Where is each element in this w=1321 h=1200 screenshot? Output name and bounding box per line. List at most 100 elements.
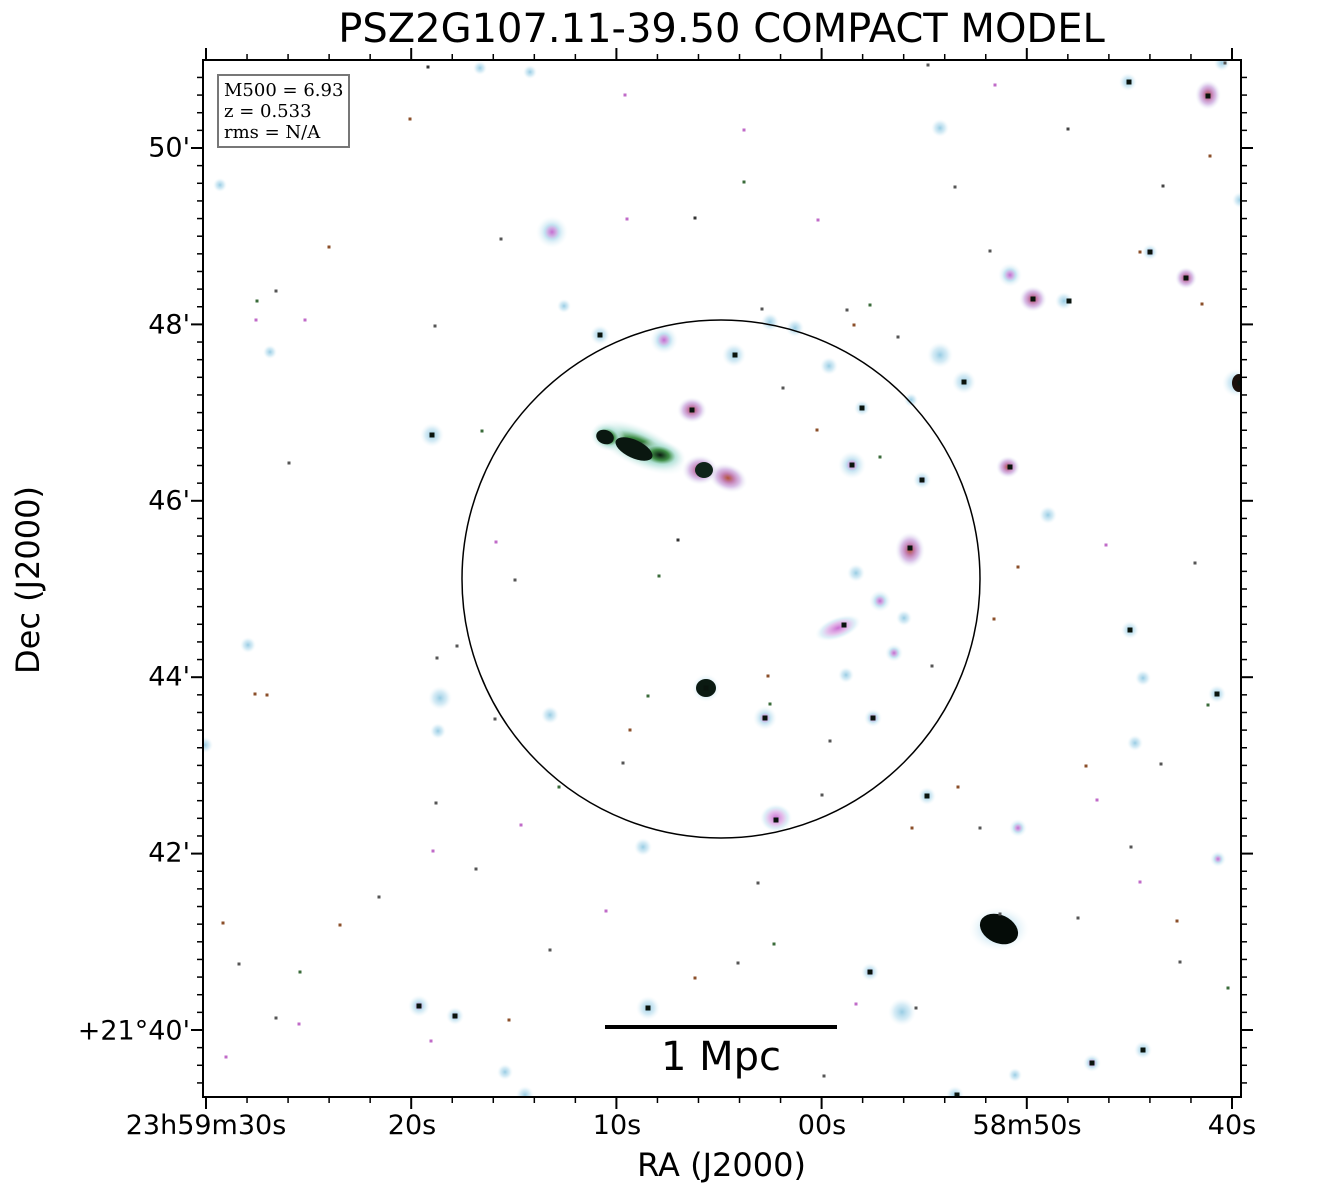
source-pixel [426, 65, 430, 69]
source-pixel [1193, 561, 1197, 565]
source-pixel [625, 217, 629, 221]
source-pixel [742, 128, 746, 132]
y-tick-label: 48' [148, 309, 190, 341]
source-pixel [852, 323, 856, 327]
source-pixel [604, 909, 608, 913]
source-pixel [1206, 703, 1210, 707]
source-pixel [859, 405, 865, 411]
source-blob [263, 345, 277, 359]
source-blob [542, 222, 562, 242]
source-pixel [693, 216, 697, 220]
source-pixel [978, 826, 982, 830]
source-pixel [253, 692, 257, 696]
y-tick-label: 50' [148, 132, 190, 164]
y-tick-label: 44' [148, 661, 190, 693]
source-pixel [1126, 79, 1132, 85]
source-pixel [1076, 916, 1080, 920]
source-pixel [499, 237, 503, 241]
source-blob [1232, 374, 1241, 392]
source-pixel [597, 332, 603, 338]
source-pixel [930, 664, 934, 668]
source-blob [1055, 292, 1073, 310]
source-pixel [993, 83, 997, 87]
source-pixel [274, 1016, 278, 1020]
source-blob [634, 838, 652, 856]
source-pixel [557, 785, 561, 789]
source-pixel [474, 867, 478, 871]
source-blob [557, 299, 571, 313]
source-blob [596, 429, 614, 445]
source-blob [541, 706, 559, 724]
source-pixel [455, 644, 459, 648]
source-pixel [1175, 919, 1179, 923]
x-tick-label: 40s [1207, 1110, 1257, 1141]
source-pixel [519, 823, 523, 827]
source-pixel [732, 352, 738, 358]
source-pixel [1208, 154, 1212, 158]
info-box: M500 = 6.93 z = 0.533 rms = N/A [217, 74, 351, 148]
source-pixel [429, 1039, 433, 1043]
source-pixel [762, 715, 768, 721]
source-blob [430, 723, 446, 739]
source-pixel [841, 622, 847, 628]
source-blob [516, 1086, 534, 1097]
source-pixel [298, 970, 302, 974]
source-blob [213, 178, 227, 192]
source-blob [655, 331, 673, 349]
source-pixel [773, 817, 779, 823]
source-blob [873, 594, 887, 608]
source-pixel [760, 307, 764, 311]
source-blob [473, 61, 487, 75]
source-pixel [452, 1013, 458, 1019]
source-pixel [224, 1055, 228, 1059]
source-pixel [822, 1074, 826, 1078]
source-pixel [815, 428, 819, 432]
source-blob [1214, 60, 1230, 71]
source-pixel [867, 969, 873, 975]
source-blob [497, 1064, 513, 1080]
x-axis-label: RA (J2000) [637, 1146, 806, 1184]
x-tick-label: 10s [592, 1110, 642, 1141]
source-pixel [910, 826, 914, 830]
source-pixel [435, 656, 439, 660]
source-pixel [429, 432, 435, 438]
source-pixel [494, 540, 498, 544]
x-tick-label: 58m50s [972, 1110, 1082, 1141]
source-pixel [1183, 275, 1189, 281]
source-pixel [628, 728, 632, 732]
source-pixel [1066, 298, 1072, 304]
source-blob [1135, 670, 1151, 686]
source-pixel [689, 407, 695, 413]
source-blob [203, 737, 213, 753]
source-blob [523, 65, 537, 79]
source-pixel [1104, 543, 1108, 547]
source-pixel [768, 702, 772, 706]
source-pixel [676, 538, 680, 542]
source-pixel [416, 1003, 422, 1009]
source-pixel [693, 976, 697, 980]
source-pixel [742, 180, 746, 184]
source-pixel [953, 185, 957, 189]
scale-bar-label: 1 Mpc [660, 1034, 782, 1080]
source-pixel [645, 1005, 651, 1011]
source-pixel [254, 318, 258, 322]
source-pixel [237, 962, 241, 966]
x-tick-label: 23h59m30s [125, 1110, 287, 1141]
source-pixel [265, 693, 269, 697]
source-pixel [766, 674, 770, 678]
source-pixel [736, 961, 740, 965]
y-tick-label: 46' [148, 485, 190, 517]
source-pixel [703, 685, 709, 691]
source-pixel [646, 694, 650, 698]
source-blob [820, 357, 838, 375]
source-pixel [956, 785, 960, 789]
source-pixel [816, 218, 820, 222]
y-tick-label: 42' [148, 837, 190, 869]
source-pixel [1147, 249, 1153, 255]
source-pixel [221, 921, 225, 925]
info-mass: M500 = 6.93 [224, 80, 344, 101]
source-pixel [1138, 250, 1142, 254]
source-blob [904, 393, 918, 407]
source-pixel [878, 455, 882, 459]
